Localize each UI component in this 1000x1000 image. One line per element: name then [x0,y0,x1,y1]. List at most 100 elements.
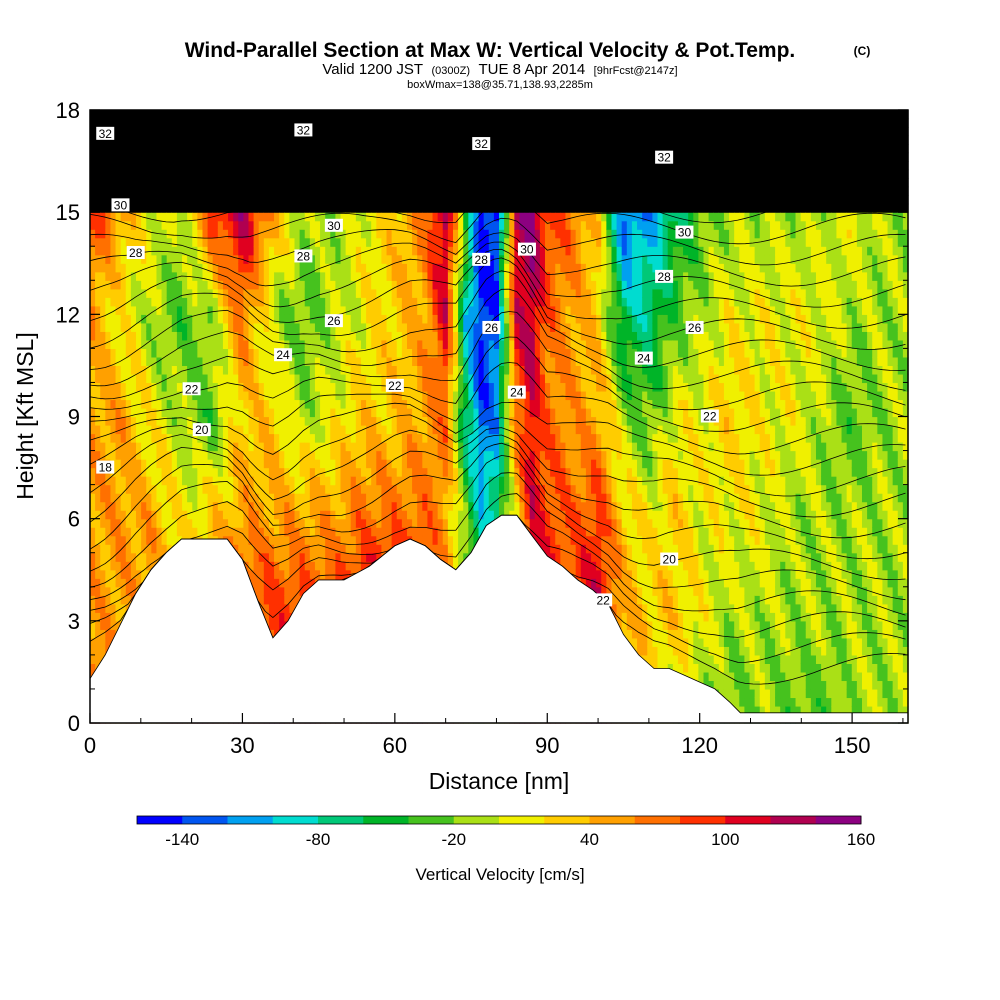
w-cell [279,339,285,349]
w-cell [197,195,204,205]
w-cell [202,127,209,137]
w-cell [146,297,152,307]
w-cell [176,254,183,264]
w-cell [299,467,306,477]
w-cell [268,425,275,435]
w-cell [396,220,403,230]
w-cell [217,144,224,154]
w-cell [182,467,188,477]
w-cell [274,135,280,145]
w-cell [120,501,127,511]
w-cell [427,433,434,443]
w-cell [268,603,275,613]
w-cell [228,459,234,469]
w-cell [130,186,137,196]
w-cell [366,169,372,179]
w-cell [212,365,219,375]
w-cell [437,229,444,239]
w-cell [381,382,388,392]
w-cell [355,263,362,273]
w-cell [238,152,244,162]
w-cell [350,288,357,298]
w-cell [253,450,260,460]
w-cell [345,288,352,298]
w-cell [110,629,117,639]
w-cell [391,169,398,179]
w-cell [90,280,96,290]
w-cell [197,280,204,290]
w-cell [294,552,301,562]
w-cell [376,237,383,247]
w-cell [401,144,408,154]
w-cell [217,305,224,315]
w-cell [192,501,198,511]
w-cell [360,390,367,401]
w-cell [146,178,152,188]
w-cell [422,442,429,452]
w-cell [100,237,106,247]
w-cell [263,459,270,469]
w-cell [187,527,193,537]
w-cell [299,569,306,579]
w-cell [437,510,444,520]
w-cell [187,425,193,435]
w-cell [304,203,311,213]
w-cell [212,339,219,349]
w-cell [263,348,270,358]
w-cell [386,425,393,435]
w-cell [325,535,331,545]
w-cell [304,186,311,196]
w-cell [335,118,342,128]
w-cell [279,280,285,290]
w-cell [171,527,178,537]
w-cell [366,254,372,264]
w-cell [417,399,423,409]
w-cell [141,178,147,188]
w-cell [202,518,209,528]
w-cell [182,186,188,196]
w-cell [355,433,362,443]
w-cell [228,373,234,384]
w-cell [268,314,275,324]
w-cell [228,288,234,298]
w-cell [412,322,418,332]
w-cell [110,561,117,571]
w-cell [166,237,173,247]
w-cell [212,322,219,332]
w-cell [279,288,285,298]
w-cell [95,552,101,562]
w-cell [376,110,383,120]
w-cell [268,510,275,520]
w-cell [182,280,188,290]
w-cell [110,425,117,435]
w-cell [350,110,357,120]
w-cell [202,484,209,494]
w-cell [176,229,183,239]
w-cell [396,212,403,222]
w-cell [222,373,229,384]
w-cell [371,365,377,375]
w-cell [335,416,342,426]
w-cell [141,433,147,443]
w-cell [243,467,250,477]
w-cell [146,237,152,247]
w-cell [161,331,168,341]
w-cell [304,237,311,247]
w-cell [289,254,296,264]
w-cell [105,220,112,230]
w-cell [120,212,127,222]
w-cell [253,425,260,435]
w-cell [427,152,434,162]
w-cell [243,510,250,520]
w-cell [90,646,96,656]
w-cell [432,280,439,290]
w-cell [212,527,219,537]
w-cell [176,467,183,477]
w-cell [146,348,152,358]
w-cell [105,322,112,332]
w-cell [355,322,362,332]
w-cell [187,135,193,145]
w-cell [304,552,311,562]
w-cell [100,450,106,460]
w-cell [432,467,439,477]
